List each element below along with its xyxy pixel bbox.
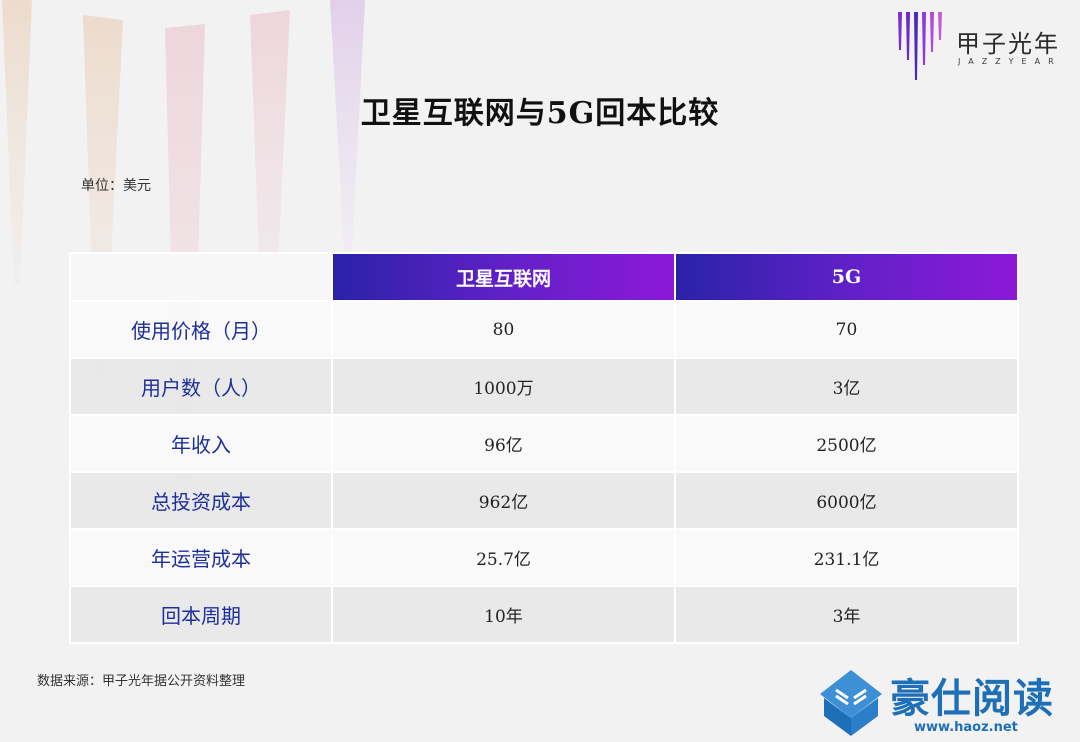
- table-cell: 1000万: [331, 357, 676, 416]
- watermark-url[interactable]: www.haoz.net: [914, 720, 1018, 735]
- table-cell: 3年: [674, 585, 1019, 644]
- table-row: 使用价格（月） 80 70: [69, 300, 1019, 359]
- page-title: 卫星互联网与5G回本比较: [360, 96, 720, 131]
- table-cell: 231.1亿: [674, 528, 1019, 587]
- row-label: 年运营成本: [69, 528, 333, 587]
- table-cell: 80: [331, 300, 676, 359]
- table-row: 年收入 96亿 2500亿: [69, 414, 1019, 473]
- table-cell: 3亿: [674, 357, 1019, 416]
- table-cell: 2500亿: [674, 414, 1019, 473]
- comparison-table: 卫星互联网 5G 使用价格（月） 80 70 用户数（人） 1000万 3亿 年…: [69, 252, 1019, 644]
- header-cell-satellite: 卫星互联网: [331, 252, 676, 302]
- watermark-text: 豪仕阅读: [890, 675, 1054, 722]
- row-label: 使用价格（月）: [69, 300, 333, 359]
- table-row: 年运营成本 25.7亿 231.1亿: [69, 528, 1019, 587]
- header-cell-5g: 5G: [674, 252, 1019, 302]
- row-label: 年收入: [69, 414, 333, 473]
- table-cell: 6000亿: [674, 471, 1019, 530]
- table-row: 总投资成本 962亿 6000亿: [69, 471, 1019, 530]
- table-row: 用户数（人） 1000万 3亿: [69, 357, 1019, 416]
- brand-subtitle: JAZZYEAR: [958, 57, 1062, 66]
- table-cell: 25.7亿: [331, 528, 676, 587]
- open-book-icon: [820, 670, 882, 736]
- row-label: 回本周期: [69, 585, 333, 644]
- brand-name: 甲子光年: [956, 30, 1060, 58]
- brand-logo: 甲子光年 JAZZYEAR: [896, 10, 1071, 80]
- table-header-row: 卫星互联网 5G: [69, 252, 1019, 302]
- row-label: 总投资成本: [69, 471, 333, 530]
- unit-note: 单位：美元: [81, 178, 151, 194]
- table-row: 回本周期 10年 3年: [69, 585, 1019, 644]
- jazzyear-logo-icon: [898, 12, 942, 80]
- source-note: 数据来源：甲子光年据公开资料整理: [37, 674, 246, 689]
- table-cell: 96亿: [331, 414, 676, 473]
- watermark[interactable]: 豪仕阅读 www.haoz.net: [818, 664, 1080, 742]
- table-cell: 962亿: [331, 471, 676, 530]
- table-cell: 70: [674, 300, 1019, 359]
- row-label: 用户数（人）: [69, 357, 333, 416]
- header-cell-blank: [69, 252, 333, 302]
- table-cell: 10年: [331, 585, 676, 644]
